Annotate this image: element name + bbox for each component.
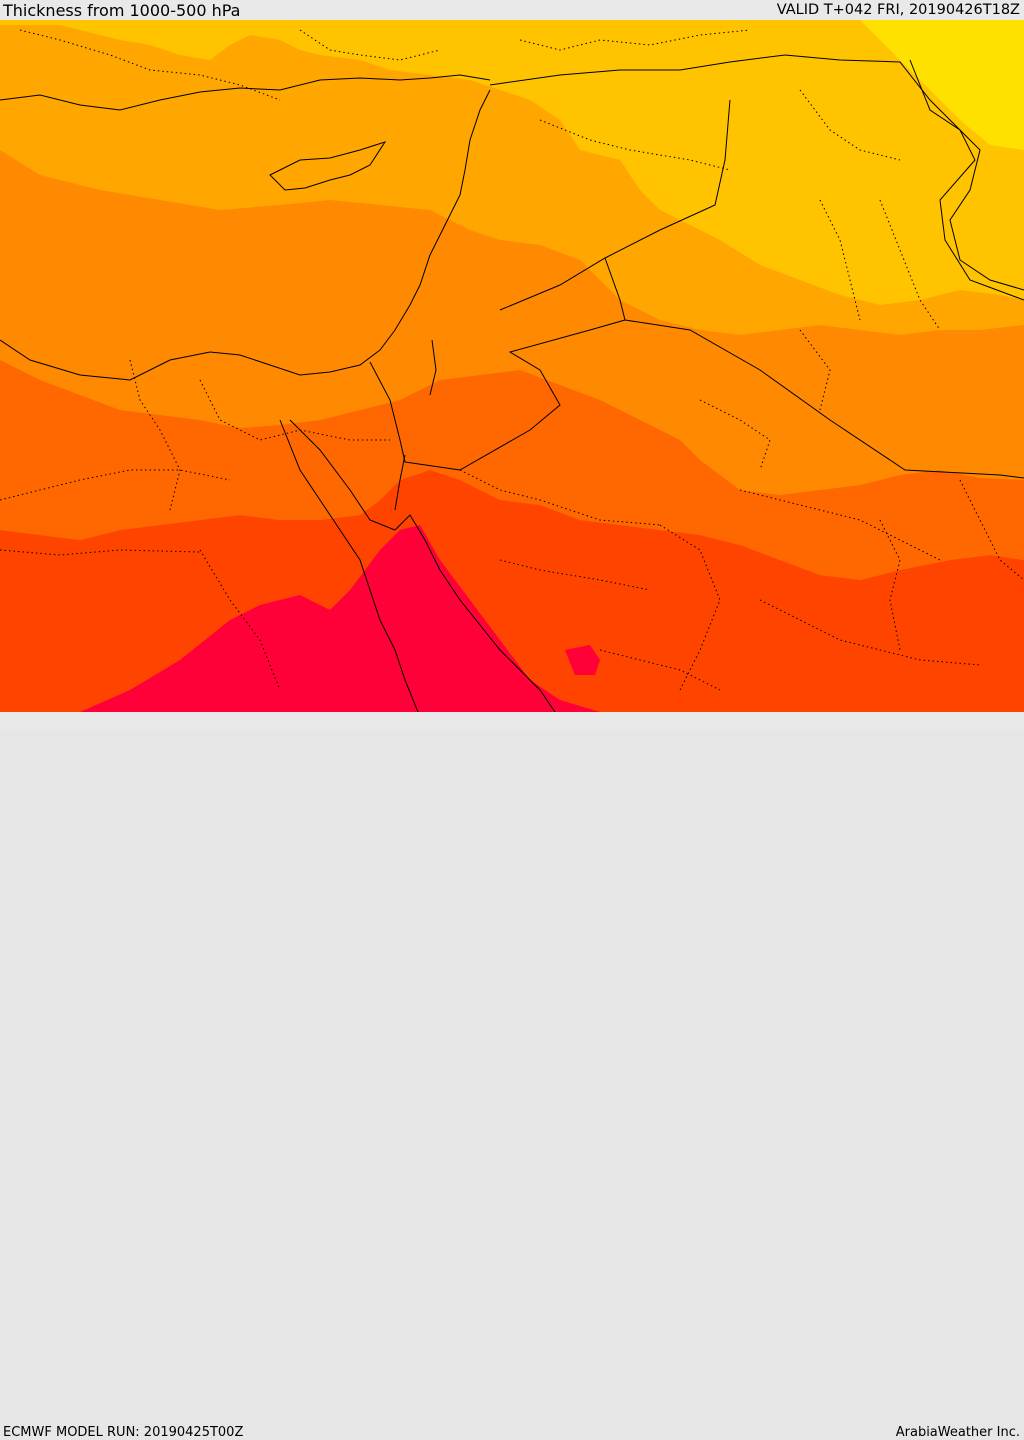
thickness-map	[0, 20, 1024, 712]
valid-time-label: VALID T+042 FRI, 20190426T18Z	[776, 2, 1020, 18]
band-yellow	[860, 20, 1024, 150]
credit-label: ArabiaWeather Inc.	[895, 1425, 1020, 1440]
map-title: Thickness from 1000-500 hPa	[3, 1, 241, 20]
band-gold	[0, 20, 1024, 305]
band-dark-orange	[0, 360, 1024, 580]
band-orange	[0, 150, 1024, 495]
band-crimson	[80, 525, 600, 712]
coastlines	[0, 59, 1024, 712]
model-run-label: ECMWF MODEL RUN: 20190425T00Z	[3, 1425, 244, 1440]
header-bar: Thickness from 1000-500 hPa VALID T+042 …	[0, 0, 1024, 20]
country-borders	[369, 54, 1024, 479]
footer-bar: ECMWF MODEL RUN: 20190425T00Z ArabiaWeat…	[0, 712, 1024, 1440]
internal-boundaries	[0, 29, 1024, 691]
band-crimson-patch	[565, 645, 600, 675]
